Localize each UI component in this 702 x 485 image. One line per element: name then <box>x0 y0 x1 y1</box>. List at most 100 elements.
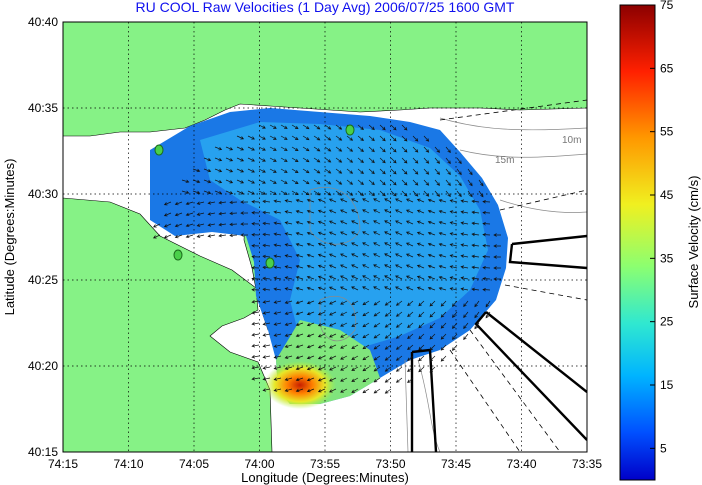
velocity-arrow <box>440 322 447 329</box>
velocity-arrow <box>284 221 293 225</box>
velocity-arrow <box>427 209 436 214</box>
velocity-arrow <box>471 232 480 237</box>
y-axis-label: Latitude (Degrees:Minutes) <box>2 159 17 316</box>
velocity-arrow <box>384 366 392 372</box>
velocity-arrow <box>471 221 480 226</box>
velocity-arrow <box>340 264 348 269</box>
velocity-arrow <box>373 220 381 225</box>
velocity-arrow <box>401 157 408 164</box>
contour-label-10m: 10m <box>562 135 581 146</box>
velocity-arrow <box>295 300 304 305</box>
velocity-arrow <box>324 157 332 163</box>
velocity-arrow <box>306 198 315 203</box>
velocity-arrow <box>416 209 425 214</box>
velocity-arrow <box>273 355 282 359</box>
velocity-arrow <box>329 344 337 349</box>
velocity-arrow <box>340 333 348 338</box>
velocity-arrow <box>460 276 469 280</box>
velocity-arrow <box>423 179 430 186</box>
velocity-arrow <box>368 135 375 142</box>
velocity-arrow <box>429 311 436 318</box>
velocity-arrow <box>302 135 310 141</box>
velocity-arrow <box>295 344 304 349</box>
velocity-arrow <box>225 146 234 151</box>
x-tick-label: 73:50 <box>375 457 405 471</box>
velocity-arrow <box>251 244 260 248</box>
velocity-arrow <box>362 322 370 328</box>
velocity-arrow <box>384 311 392 317</box>
velocity-arrow <box>306 286 315 291</box>
velocity-arrow <box>362 231 370 236</box>
velocity-arrow <box>384 388 392 394</box>
velocity-arrow <box>284 377 293 381</box>
velocity-arrow <box>351 388 359 393</box>
velocity-arrow <box>214 179 223 184</box>
velocity-arrow <box>324 190 332 196</box>
velocity-arrows <box>152 124 502 394</box>
colorbar-tick-label: 45 <box>660 188 674 202</box>
velocity-arrow <box>460 232 469 236</box>
velocity-arrow <box>273 322 282 326</box>
velocity-arrow <box>225 179 234 184</box>
velocity-arrow <box>295 355 304 360</box>
velocity-arrow <box>438 253 447 258</box>
velocity-arrow <box>262 388 271 392</box>
velocity-arrow <box>357 124 364 130</box>
velocity-arrow <box>302 157 310 163</box>
velocity-arrow <box>405 286 414 291</box>
velocity-arrow <box>471 210 480 215</box>
velocity-arrow <box>362 366 370 372</box>
velocity-arrow <box>373 366 381 372</box>
velocity-arrow <box>247 168 255 173</box>
velocity-arrow <box>340 355 348 360</box>
velocity-arrow <box>269 124 277 129</box>
velocity-arrow <box>262 333 271 337</box>
velocity-arrow <box>438 198 447 203</box>
velocity-arrow <box>451 344 458 351</box>
velocity-arrow <box>284 243 293 247</box>
velocity-arrow <box>407 366 414 373</box>
velocity-arrow <box>181 190 190 195</box>
velocity-arrow <box>236 135 245 140</box>
velocity-arrow <box>340 286 348 291</box>
velocity-arrow <box>251 288 260 292</box>
radar-site-marker <box>265 257 275 269</box>
velocity-arrow <box>196 212 205 216</box>
velocity-arrow <box>351 209 359 214</box>
velocity-arrow <box>412 168 419 175</box>
velocity-arrow <box>329 388 337 393</box>
velocity-arrow <box>373 264 381 269</box>
velocity-arrow <box>384 198 392 203</box>
velocity-arrow <box>329 366 337 371</box>
velocity-arrow <box>351 231 359 236</box>
velocity-arrow <box>456 168 462 176</box>
velocity-arrow <box>317 366 326 371</box>
velocity-arrow <box>351 322 359 327</box>
velocity-arrow <box>368 124 375 131</box>
velocity-arrow <box>196 223 205 227</box>
velocity-arrow <box>214 168 223 173</box>
velocity-arrow <box>280 179 288 184</box>
y-tick-label: 40:30 <box>28 187 58 201</box>
velocity-arrow <box>328 264 337 269</box>
velocity-arrow <box>247 157 255 162</box>
velocity-arrow <box>218 222 227 227</box>
velocity-arrow <box>273 221 282 225</box>
velocity-arrow <box>384 344 392 350</box>
x-tick-label: 73:45 <box>441 457 471 471</box>
velocity-arrow <box>313 179 321 185</box>
velocity-arrow <box>474 322 480 330</box>
velocity-arrow <box>251 255 260 259</box>
velocity-arrow <box>207 234 216 238</box>
velocity-arrow <box>418 300 425 307</box>
velocity-arrow <box>269 146 277 151</box>
velocity-arrow <box>280 157 288 162</box>
velocity-arrow <box>313 146 321 152</box>
velocity-arrow <box>416 264 425 269</box>
velocity-arrow <box>405 209 414 214</box>
velocity-arrow <box>251 233 260 237</box>
velocity-arrow <box>225 168 234 173</box>
velocity-arrow <box>449 199 458 203</box>
velocity-arrow <box>485 300 491 308</box>
velocity-arrow <box>418 322 425 329</box>
